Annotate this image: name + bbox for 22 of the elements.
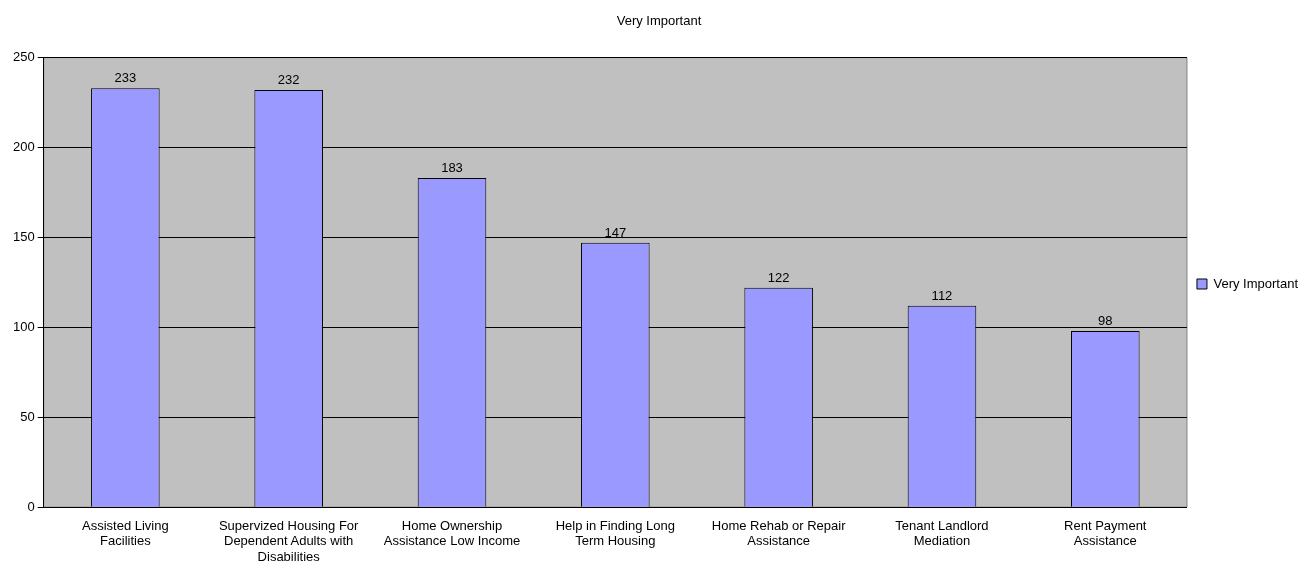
x-tick-label: Rent Payment Assistance	[1064, 517, 1147, 549]
chart-title: Very Important	[616, 13, 702, 29]
data-label: 112	[931, 287, 953, 303]
y-tick-label: 200	[12, 139, 35, 155]
y-tick-label: 0	[27, 498, 35, 514]
x-tick-label: Help in Finding Long Term Housing	[555, 517, 675, 549]
x-tick-label: Supervized Housing For Dependent Adults with Disabilities	[218, 517, 360, 564]
x-tick-label: Home Rehab or Repair Assistance	[711, 517, 847, 549]
y-tick-label: 250	[12, 49, 35, 65]
data-label: 232	[277, 72, 300, 88]
x-tick-label: Assisted Living Facilities	[81, 517, 169, 549]
data-label: 233	[114, 70, 137, 86]
legend-label: Very Important	[1213, 275, 1299, 291]
y-tick-label: 100	[12, 318, 35, 334]
y-tick-label: 150	[12, 229, 35, 245]
y-tick-label: 50	[20, 408, 35, 424]
data-label: 183	[441, 160, 463, 176]
data-label: 147	[604, 224, 627, 240]
x-tick-label: Tenant Landlord Mediation	[895, 517, 989, 549]
data-label: 122	[767, 269, 790, 285]
x-tick-label: Home Ownership Assistance Low Income	[383, 517, 521, 549]
data-label: 98	[1098, 313, 1113, 329]
